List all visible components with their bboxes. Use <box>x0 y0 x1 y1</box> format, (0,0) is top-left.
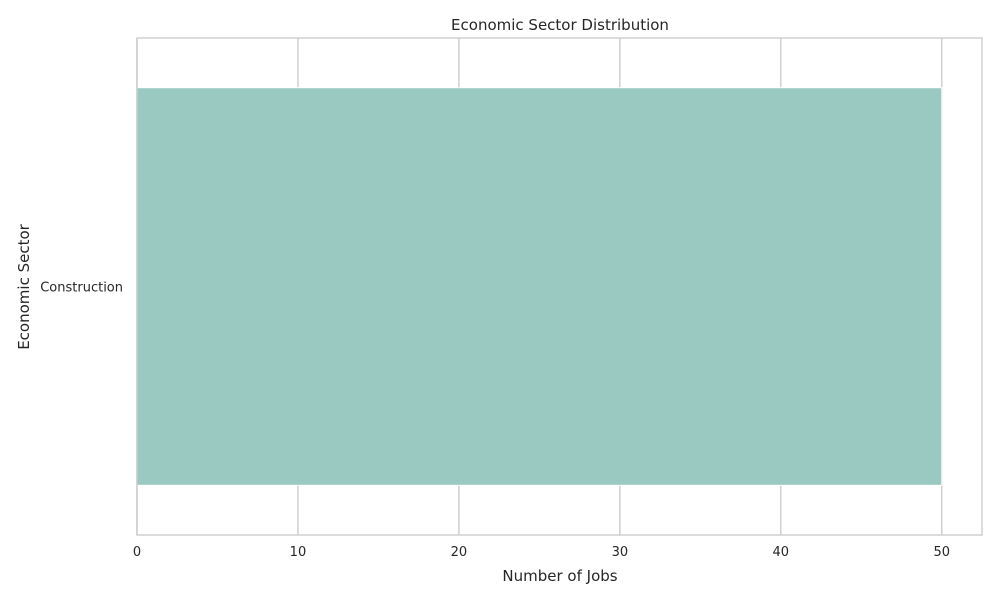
x-tick-label: 20 <box>451 545 468 560</box>
x-tick-label: 0 <box>133 545 141 560</box>
y-axis-label: Economic Sector <box>15 223 33 349</box>
y-tick-label: Construction <box>40 281 123 296</box>
bars <box>136 87 943 486</box>
plot-frame <box>136 37 983 536</box>
x-axis-label: Number of Jobs <box>502 567 617 585</box>
chart-title: Economic Sector Distribution <box>451 16 669 34</box>
x-tick-label: 10 <box>290 545 307 560</box>
bar-construction <box>136 87 943 486</box>
x-tick-label: 40 <box>773 545 790 560</box>
axes-spines <box>136 37 983 536</box>
x-tick-label: 50 <box>933 545 950 560</box>
x-tick-label: 30 <box>612 545 629 560</box>
axis-ticks: 0 10 20 30 40 50 Construction <box>40 281 950 561</box>
